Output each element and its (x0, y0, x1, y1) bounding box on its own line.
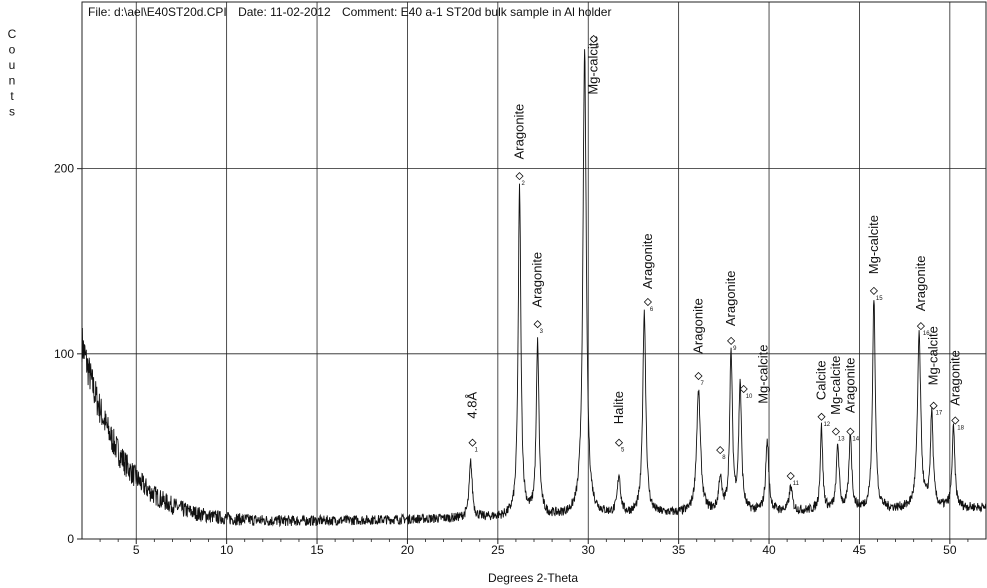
peak-marker-diamond (817, 412, 826, 421)
peak-number: 18 (957, 425, 964, 431)
peak-number: 12 (823, 422, 830, 428)
peak-number: 16 (923, 331, 930, 337)
peak-label: Aragonite (511, 104, 526, 160)
peak-marker-diamond (716, 446, 725, 455)
x-tick-label: 50 (943, 543, 957, 557)
peak-label: Aragonite (640, 233, 655, 289)
peak-label: Aragonite (913, 256, 928, 312)
peak-label: Aragonite (691, 298, 706, 354)
peak-number: 5 (621, 448, 625, 454)
x-tick-label: 15 (310, 543, 324, 557)
date-value: 11-02-2012 (270, 5, 331, 19)
y-tick-label: 200 (54, 162, 74, 176)
peak-label: Aragonite (530, 252, 545, 308)
peak-marker-diamond (533, 320, 542, 329)
header-text: File: d:\ael\E40ST20d.CPI Date: 11-02-20… (88, 5, 611, 19)
peak-label: Aragonite (947, 350, 962, 406)
peak-number: 1 (475, 448, 479, 454)
peak-number: 2 (522, 181, 526, 187)
peak-label: Mg-calcite (586, 35, 601, 94)
peak-number: 7 (701, 381, 705, 387)
peak-number: 13 (838, 437, 845, 443)
peak-marker-diamond (589, 34, 598, 44)
peak-number: 17 (936, 411, 943, 417)
peak-marker-diamond (846, 427, 855, 436)
file-value: d:\ael\E40ST20d.CPI (114, 5, 227, 19)
peak-labels: 4.8Å1Aragonite2Aragonite3Mg-calcite4Hali… (465, 34, 965, 487)
peak-marker-diamond (951, 416, 960, 425)
x-tick-label: 10 (220, 543, 234, 557)
file-label: File: (88, 5, 111, 19)
peak-label: Aragonite (842, 357, 857, 413)
peak-marker-diamond (643, 297, 652, 307)
peak-number: 3 (540, 329, 544, 335)
comment-value: E40 a-1 ST20d bulk sample in Al holder (401, 5, 612, 19)
peak-marker-diamond (694, 371, 703, 381)
peak-number: 8 (722, 455, 726, 461)
peak-number: 10 (746, 394, 753, 400)
y-tick-label: 0 (67, 532, 74, 546)
date-label: Date: (238, 5, 267, 19)
x-axis-label: Degrees 2-Theta (488, 571, 578, 585)
peak-number: 6 (650, 307, 654, 313)
peak-number: 4 (596, 44, 600, 50)
peak-number: 15 (876, 296, 883, 302)
peak-number: 11 (793, 481, 800, 487)
peak-label: Halite (611, 391, 626, 424)
peak-marker-diamond (786, 471, 795, 481)
peak-label: Mg-calcite (756, 345, 771, 404)
x-tick-label: 20 (401, 543, 415, 557)
x-tick-label: 30 (582, 543, 596, 557)
peak-label: Mg-calcite (926, 326, 941, 385)
y-tick-label: 100 (54, 347, 74, 361)
grid (77, 2, 986, 544)
peak-label: Aragonite (723, 270, 738, 326)
trace-group (81, 49, 987, 528)
peak-label: 4.8Å (465, 392, 480, 419)
peak-marker-diamond (929, 401, 938, 410)
comment-label: Comment: (342, 5, 397, 19)
peak-number: 14 (852, 437, 859, 443)
peak-label: Calcite (814, 360, 829, 400)
peak-marker-diamond (831, 427, 840, 436)
x-tick-label: 35 (672, 543, 686, 557)
peak-number: 9 (733, 346, 737, 352)
peak-marker-diamond (869, 286, 878, 295)
peak-marker-diamond (727, 336, 736, 345)
x-tick-label: 5 (133, 543, 140, 557)
x-tick-label: 45 (853, 543, 867, 557)
x-tick-label: 40 (762, 543, 776, 557)
diffraction-trace (81, 49, 987, 528)
peak-marker-diamond (515, 172, 524, 181)
peak-marker-diamond (916, 322, 925, 331)
peak-marker-diamond (614, 438, 624, 447)
peak-label: Mg-calcite (866, 215, 881, 274)
peak-label: Mg-calcite (828, 356, 843, 415)
peak-marker-diamond (739, 384, 748, 394)
x-tick-label: 25 (491, 543, 505, 557)
peak-marker-diamond (468, 438, 477, 447)
